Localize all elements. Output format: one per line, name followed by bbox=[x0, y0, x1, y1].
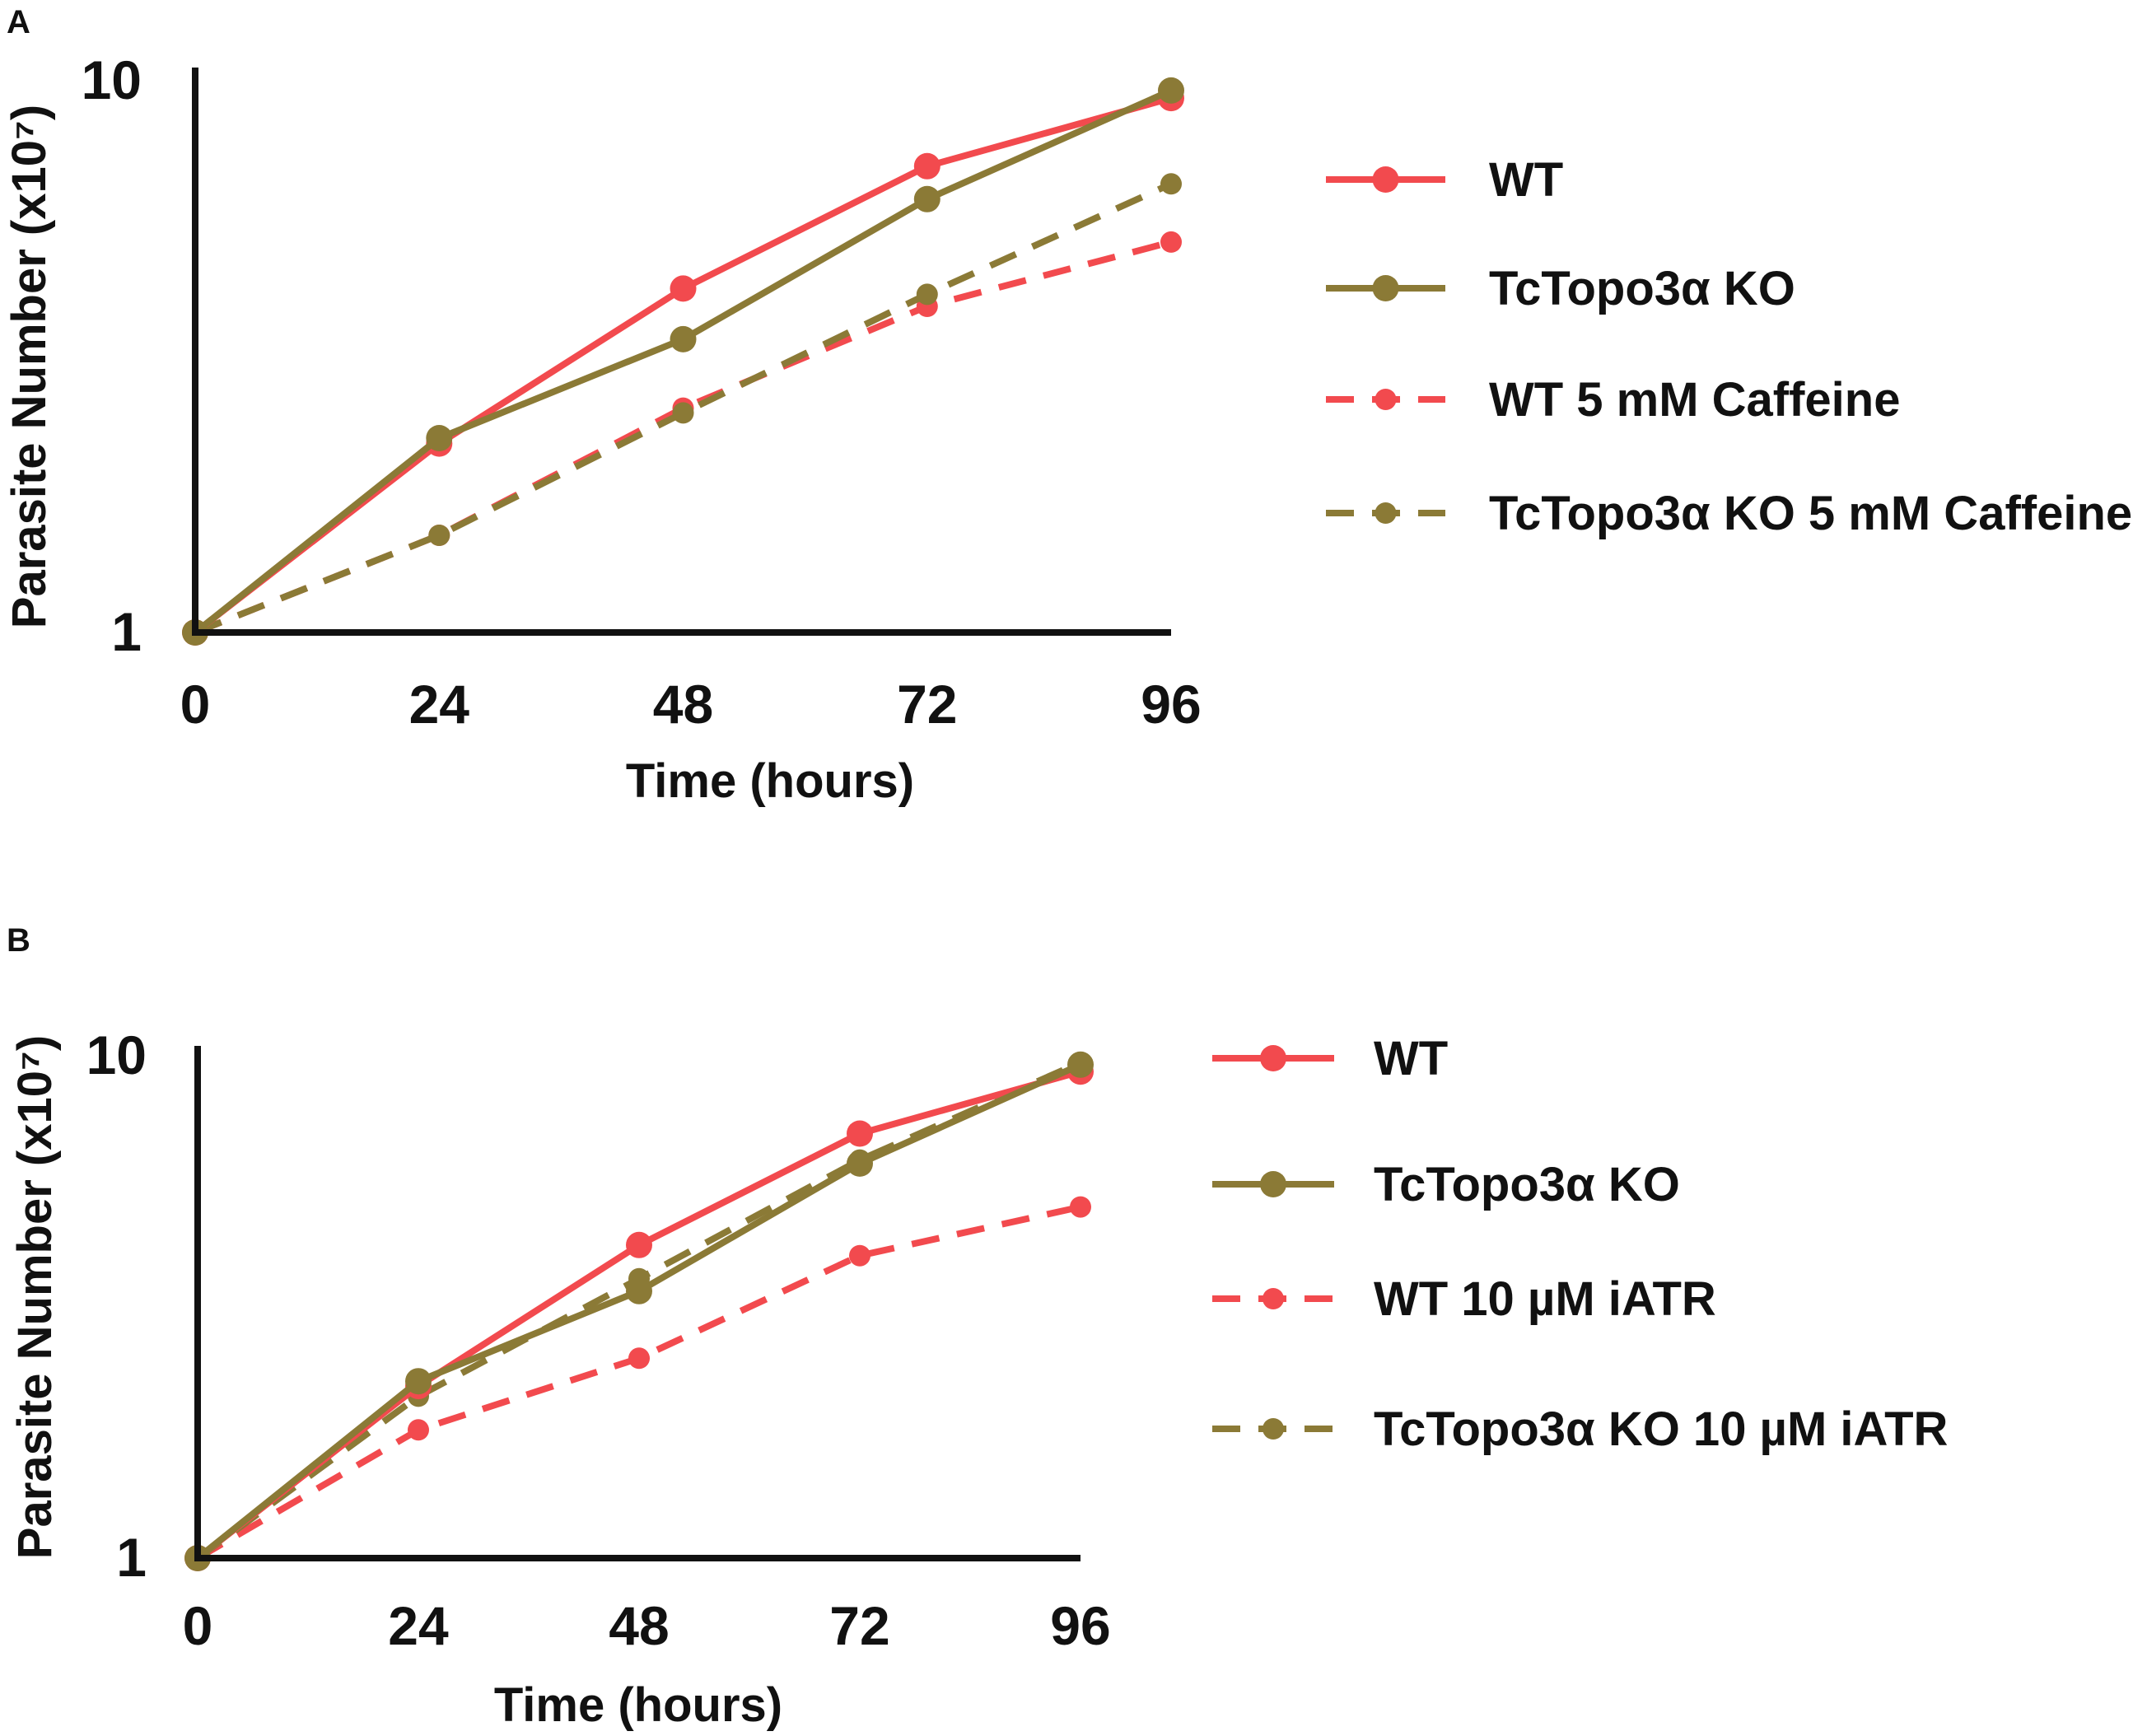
panel-b-legend-marker-wt-10-um-iatr bbox=[1263, 1288, 1284, 1309]
panel-b-line-wt bbox=[195, 1068, 1082, 1561]
panel-b-point-wt-10-um-iatr-48 bbox=[628, 1347, 650, 1370]
panel-a-series-tctopo3a-ko bbox=[182, 77, 1184, 646]
panel-b-legend-label-wt: WT bbox=[1374, 1032, 1448, 1085]
panel-b-point-wt-48 bbox=[626, 1231, 652, 1258]
panel-a-x-tick-label: 72 bbox=[897, 674, 957, 735]
panel-b-x-tick-label: 72 bbox=[829, 1595, 889, 1656]
panel-b-x-tick-label: 48 bbox=[609, 1595, 669, 1656]
panel-a: A 0 24 48 72 96 1 10 Time (hours) Parasite Num… bbox=[2, 4, 2132, 808]
panel-b-x-tick-label: 96 bbox=[1050, 1595, 1110, 1656]
panel-a-legend-entry: TcTopo3α KO 5 mM Caffeine bbox=[1326, 487, 2132, 540]
panel-b-y-tick-label: 10 bbox=[86, 1024, 147, 1085]
panel-b-series-tctopo3a-ko-10-um-iatr bbox=[187, 1052, 1091, 1569]
panel-b-legend-marker-tctopo3a-ko-10-um-iatr bbox=[1263, 1418, 1284, 1440]
panel-b-point-tctopo3a-ko-24 bbox=[405, 1368, 432, 1395]
panel-a-legend-entry: WT 5 mM Caffeine bbox=[1326, 373, 1901, 427]
panel-b: B 0 24 48 72 96 1 10 Time (hours) Parasite Num… bbox=[7, 922, 1948, 1732]
panel-a-point-tctopo3a-ko-5-mm-caffeine-96 bbox=[1160, 173, 1182, 195]
panel-a-legend-label-wt: WT bbox=[1489, 153, 1563, 207]
panel-b-point-tctopo3a-ko-48 bbox=[626, 1277, 652, 1304]
panel-a-point-tctopo3a-ko-5-mm-caffeine-72 bbox=[916, 283, 938, 306]
panel-label-a: A bbox=[7, 4, 30, 40]
panel-a-legend-marker-wt-5-mm-caffeine bbox=[1375, 389, 1397, 410]
panel-b-point-tctopo3a-ko-72 bbox=[847, 1150, 873, 1177]
panel-a-line-wt-5-mm-caffeine bbox=[194, 239, 1173, 636]
panel-b-legend: WT TcTopo3α KO WT 10 µM iATR TcTopo3α KO 10… bbox=[1212, 1032, 1948, 1456]
panel-a-y-tick-label: 10 bbox=[82, 49, 142, 110]
panel-a-legend-marker-wt bbox=[1372, 166, 1399, 193]
panel-a-y-axis-title: Parasite Number (x10⁷) bbox=[2, 105, 56, 628]
panel-a-point-tctopo3a-ko-5-mm-caffeine-48 bbox=[672, 402, 694, 424]
panel-b-legend-entry: WT 10 µM iATR bbox=[1212, 1272, 1716, 1326]
panel-a-line-tctopo3a-ko bbox=[193, 87, 1173, 636]
panel-b-point-wt-10-um-iatr-96 bbox=[1070, 1196, 1091, 1218]
panel-a-x-axis-title: Time (hours) bbox=[626, 754, 914, 808]
panel-a-legend-label-wt-5-mm-caffeine: WT 5 mM Caffeine bbox=[1489, 373, 1901, 427]
panel-b-point-tctopo3a-ko-96 bbox=[1067, 1051, 1094, 1078]
panel-label-b: B bbox=[7, 922, 30, 959]
panel-a-point-wt-48 bbox=[670, 275, 697, 302]
panel-a-ticks: 0 24 48 72 96 1 10 bbox=[82, 49, 1202, 735]
panel-b-legend-entry: WT bbox=[1212, 1032, 1448, 1085]
panel-a-series-tctopo3a-ko-5-mm-caffeine bbox=[184, 173, 1182, 643]
panel-a-point-tctopo3a-ko-5-mm-caffeine-24 bbox=[428, 525, 450, 546]
panel-b-ticks: 0 24 48 72 96 1 10 bbox=[86, 1024, 1111, 1656]
panel-b-legend-entry: TcTopo3α KO 10 µM iATR bbox=[1212, 1402, 1948, 1456]
panel-a-legend-label-tctopo3a-ko: TcTopo3α KO bbox=[1489, 262, 1795, 315]
panel-a-point-tctopo3a-ko-96 bbox=[1158, 77, 1184, 104]
panel-a-legend-marker-tctopo3a-ko-5-mm-caffeine bbox=[1375, 502, 1397, 524]
panel-a-x-tick-label: 96 bbox=[1141, 674, 1201, 735]
panel-a-x-tick-label: 0 bbox=[180, 674, 211, 735]
panel-b-legend-label-tctopo3a-ko-10-um-iatr: TcTopo3α KO 10 µM iATR bbox=[1374, 1402, 1948, 1456]
panel-b-legend-label-wt-10-um-iatr: WT 10 µM iATR bbox=[1374, 1272, 1716, 1326]
panel-a-point-tctopo3a-ko-48 bbox=[670, 325, 697, 352]
panel-a-point-wt-72 bbox=[913, 152, 940, 180]
panel-b-series-wt bbox=[184, 1058, 1094, 1571]
panel-a-legend-entry: WT bbox=[1326, 153, 1563, 207]
panel-b-x-axis-title: Time (hours) bbox=[494, 1678, 782, 1732]
panel-b-line-wt-10-um-iatr bbox=[195, 1203, 1081, 1561]
panel-b-legend-label-tctopo3a-ko: TcTopo3α KO bbox=[1374, 1158, 1680, 1211]
panel-b-point-wt-10-um-iatr-24 bbox=[408, 1419, 429, 1441]
panel-b-series-tctopo3a-ko bbox=[184, 1051, 1094, 1571]
panel-a-line-wt bbox=[193, 95, 1173, 636]
panel-b-x-tick-label: 0 bbox=[183, 1595, 213, 1656]
panel-b-point-wt-72 bbox=[847, 1120, 873, 1147]
panel-a-line-tctopo3a-ko-5-mm-caffeine bbox=[194, 180, 1173, 636]
panel-b-y-tick-label: 1 bbox=[116, 1527, 147, 1588]
panel-b-legend-marker-wt bbox=[1260, 1045, 1286, 1071]
panel-a-legend-label-tctopo3a-ko-5-mm-caffeine: TcTopo3α KO 5 mM Caffeine bbox=[1489, 487, 2132, 540]
panel-a-x-tick-label: 48 bbox=[653, 674, 713, 735]
panel-b-legend-entry: TcTopo3α KO bbox=[1212, 1158, 1680, 1211]
panel-a-point-wt-5-mm-caffeine-96 bbox=[1160, 231, 1182, 253]
panel-b-point-wt-10-um-iatr-72 bbox=[849, 1244, 870, 1267]
panel-b-y-axis-title: Parasite Number (x10⁷) bbox=[8, 1035, 62, 1559]
panel-a-x-tick-label: 24 bbox=[409, 674, 470, 735]
panel-b-legend-marker-tctopo3a-ko bbox=[1260, 1171, 1286, 1197]
panel-a-point-tctopo3a-ko-72 bbox=[913, 185, 940, 212]
panel-a-legend-entry: TcTopo3α KO bbox=[1326, 262, 1795, 315]
panel-b-plot-area bbox=[184, 1051, 1094, 1571]
panel-a-point-tctopo3a-ko-24 bbox=[426, 425, 453, 451]
panel-a-legend-marker-tctopo3a-ko bbox=[1372, 275, 1399, 301]
panel-a-plot-area bbox=[182, 77, 1184, 646]
panel-b-x-tick-label: 24 bbox=[388, 1595, 449, 1656]
panel-a-series-wt bbox=[182, 85, 1184, 646]
panel-a-legend: WT TcTopo3α KO WT 5 mM Caffeine TcTopo3α KO… bbox=[1326, 153, 2132, 540]
panel-a-y-tick-label: 1 bbox=[111, 601, 142, 662]
